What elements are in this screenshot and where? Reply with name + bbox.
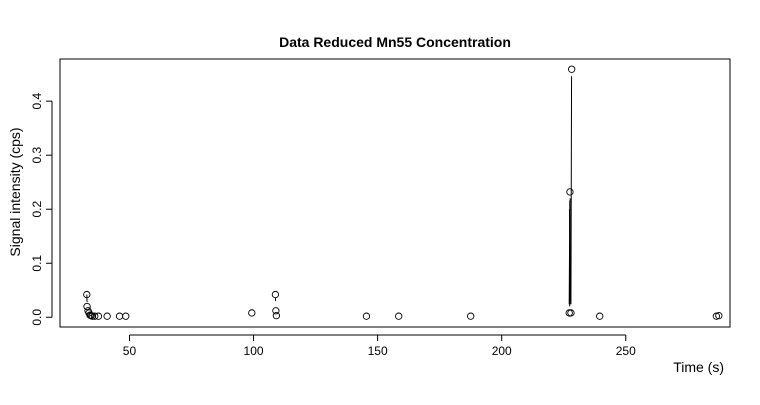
x-axis: 50 100 150 200 250 bbox=[123, 335, 636, 358]
data-point bbox=[95, 313, 101, 319]
x-tick-label: 150 bbox=[368, 344, 388, 358]
data-point bbox=[597, 313, 603, 319]
y-tick-label: 0.0 bbox=[30, 309, 44, 326]
data-point bbox=[84, 303, 90, 309]
data-point bbox=[116, 313, 122, 319]
x-tick-label: 250 bbox=[616, 344, 636, 358]
data-point bbox=[567, 189, 573, 195]
x-axis-label: Time (s) bbox=[673, 359, 724, 375]
series-line-segment bbox=[571, 76, 572, 304]
data-point bbox=[568, 66, 574, 72]
data-point bbox=[396, 313, 402, 319]
y-tick-label: 0.2 bbox=[30, 201, 44, 218]
y-axis: 0.0 0.1 0.2 0.3 0.4 bbox=[30, 92, 52, 325]
y-axis-label: Signal intensity (cps) bbox=[7, 127, 23, 256]
x-tick-label: 200 bbox=[492, 344, 512, 358]
data-point bbox=[249, 310, 255, 316]
series-points bbox=[84, 66, 722, 319]
data-point bbox=[273, 312, 279, 318]
plot-area-frame bbox=[60, 59, 730, 327]
data-point bbox=[467, 313, 473, 319]
x-tick-label: 50 bbox=[123, 344, 137, 358]
data-point bbox=[123, 313, 129, 319]
data-point bbox=[272, 291, 278, 297]
data-point bbox=[363, 313, 369, 319]
y-tick-label: 0.3 bbox=[30, 147, 44, 164]
chart-title: Data Reduced Mn55 Concentration bbox=[279, 34, 511, 50]
y-tick-label: 0.1 bbox=[30, 255, 44, 272]
x-tick-label: 100 bbox=[244, 344, 264, 358]
series-lines bbox=[87, 76, 572, 306]
y-tick-label: 0.4 bbox=[30, 92, 44, 109]
data-point bbox=[104, 313, 110, 319]
